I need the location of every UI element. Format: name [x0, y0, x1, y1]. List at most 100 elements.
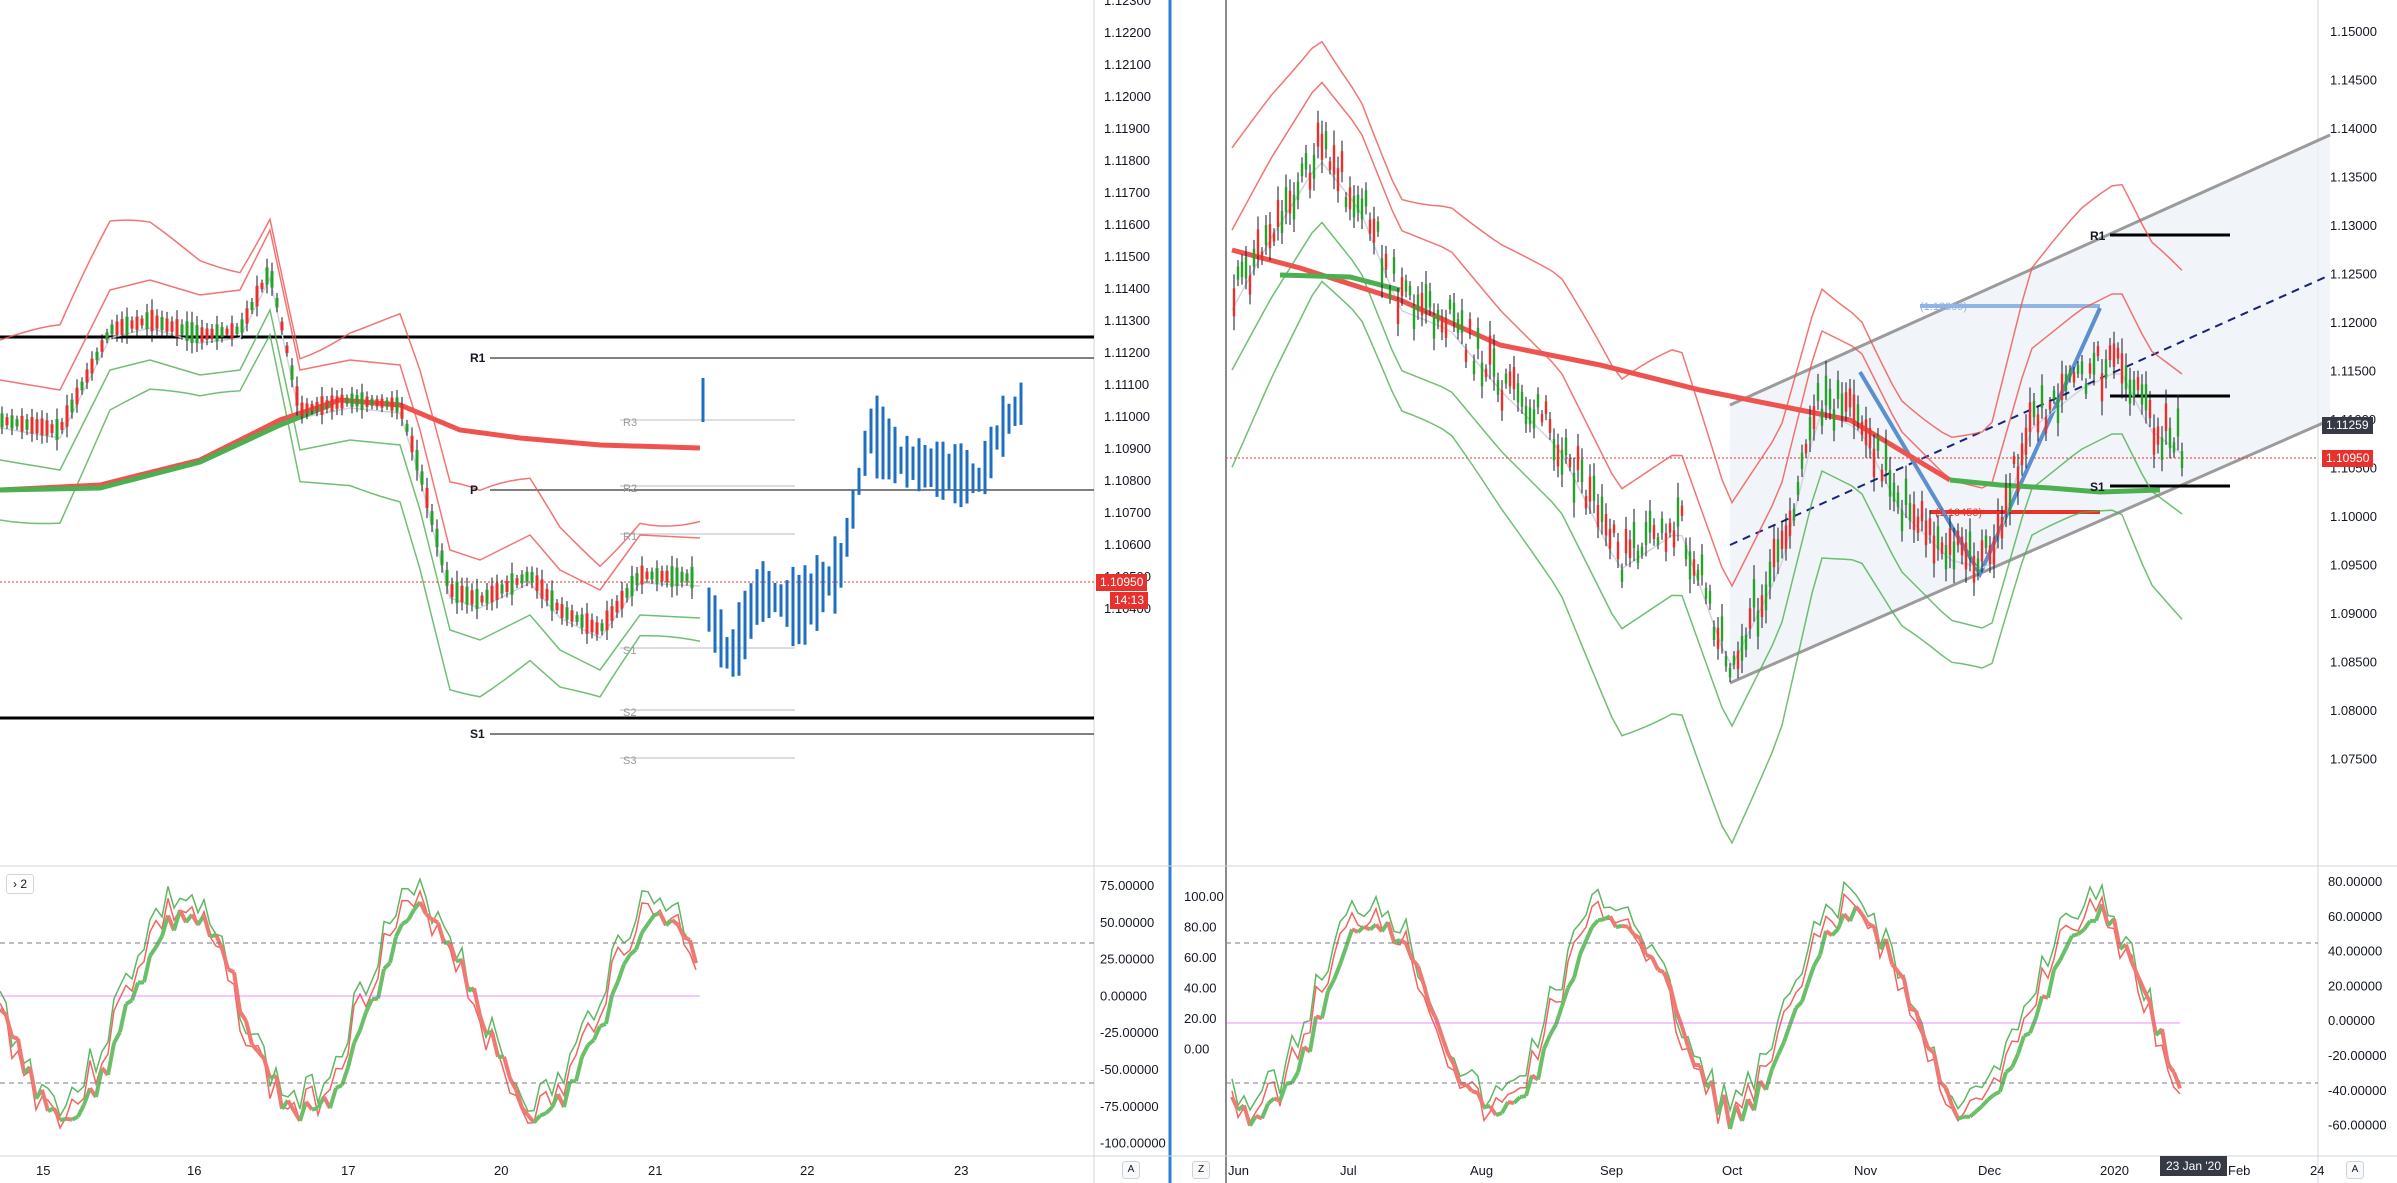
left-candle-body — [80, 381, 84, 391]
left-osc-signal — [154, 935, 164, 949]
right-date-tick: 2020 — [2100, 1163, 2129, 1178]
left-osc-signal — [640, 922, 650, 934]
left-osc-signal — [172, 909, 182, 932]
right-candle-body — [1816, 382, 1820, 401]
right-osc-signal — [2034, 995, 2044, 1019]
left-osc-signal — [214, 934, 224, 950]
right-candle-body — [1624, 528, 1628, 554]
right-upper-band-outer — [1231, 40, 2183, 505]
left-osc-signal — [592, 1025, 602, 1041]
right-osc-signal — [2010, 1053, 2020, 1069]
right-candle-body — [1784, 525, 1788, 549]
right-oscillator — [1230, 880, 2182, 1130]
left-candle-body — [470, 590, 474, 605]
left-osc-signal — [220, 947, 230, 970]
right-osc-signal — [1338, 946, 1348, 966]
right-candle-body — [1596, 505, 1600, 528]
right-osc-signal — [1812, 954, 1822, 967]
right-candle-body — [1668, 523, 1672, 533]
right-candle-body — [1908, 503, 1912, 521]
left-osc-signal — [653, 911, 661, 918]
right-ema-green-1 — [1279, 272, 1401, 293]
left-osc-tick: 75.00000 — [1100, 878, 1154, 893]
right-candle-body — [1836, 380, 1840, 400]
right-candle-body — [1332, 145, 1336, 175]
right-price-tick: 1.07500 — [2330, 752, 2377, 767]
right-candle-body — [1336, 168, 1340, 192]
right-osc-signal — [1632, 932, 1642, 941]
right-candle-body — [1648, 510, 1652, 533]
right-candle-body — [1920, 501, 1924, 522]
right-osc-signal — [1650, 956, 1660, 971]
right-candle-body — [1896, 492, 1900, 507]
right-osc-signal — [1278, 1083, 1288, 1102]
left-candle-body — [350, 393, 354, 407]
right-candle-body — [2064, 374, 2068, 392]
right-zoom-button[interactable]: Z — [1192, 1161, 1210, 1179]
right-osc-signal — [1476, 1092, 1486, 1108]
right-osc-signal — [1452, 1064, 1462, 1085]
right-candle-body — [1236, 266, 1240, 280]
left-date-tick: 16 — [187, 1163, 201, 1178]
right-osc-signal — [1860, 913, 1870, 925]
right-osc-signal — [1590, 919, 1600, 929]
left-s1-label: S1 — [470, 727, 485, 741]
right-candle-body — [1852, 394, 1856, 425]
left-osc-signal — [544, 1106, 554, 1115]
right-osc-signal — [2112, 918, 2122, 950]
right-candle-body — [1812, 406, 1816, 430]
left-price-tick: 1.10800 — [1104, 473, 1151, 488]
right-osc-signal — [1422, 984, 1432, 1008]
right-candle-body — [1732, 655, 1736, 665]
left-candle-body — [665, 570, 669, 582]
right-date-tick: 24 — [2310, 1163, 2324, 1178]
right-candle-body — [2092, 352, 2096, 375]
right-candle-body — [1364, 190, 1368, 207]
right-candle-body — [1496, 379, 1500, 395]
right-osc-signal — [1752, 1080, 1762, 1111]
grey-r2-label: R2 — [623, 483, 637, 495]
left-osc-signal — [202, 914, 212, 938]
left-candle-body — [250, 301, 254, 311]
right-candle-body — [1568, 458, 1572, 467]
right-osc-signal — [1488, 1105, 1498, 1117]
right-candle-body — [1532, 409, 1536, 429]
right-candle-body — [1280, 211, 1284, 234]
left-candle-body — [10, 415, 14, 429]
right-osc-signal — [1266, 1096, 1276, 1106]
right-candle-body — [1408, 285, 1412, 296]
right-candle-body — [1868, 428, 1872, 449]
left-osc-signal — [683, 935, 691, 942]
right-candle-body — [1264, 225, 1268, 245]
left-candle-body — [485, 589, 489, 604]
pattern-zigzag[interactable] — [1858, 307, 2102, 579]
left-candle-body — [310, 404, 314, 412]
right-osc-signal — [1356, 925, 1366, 934]
channel-top-line[interactable] — [1729, 133, 2331, 407]
left-auto-scale-button[interactable]: A — [1122, 1161, 1140, 1179]
right-candle-body — [1884, 443, 1888, 471]
left-candle-body — [600, 623, 604, 632]
right-osc-left-tick: 20.00 — [1184, 1011, 1217, 1026]
right-osc-signal — [2071, 932, 2079, 938]
right-osc-signal — [1968, 1109, 1978, 1119]
right-osc-signal — [1782, 1024, 1792, 1043]
left-candle-body — [455, 581, 459, 604]
left-candle-body — [575, 615, 579, 622]
right-candle-body — [1440, 316, 1444, 333]
pane-collapse-badge[interactable]: › 2 — [6, 874, 35, 894]
right-osc-signal — [2166, 1063, 2176, 1074]
left-osc-signal — [311, 1106, 319, 1112]
left-candle-body — [290, 365, 294, 380]
channel-bottom-line[interactable] — [1729, 418, 2331, 685]
right-osc-signal — [1368, 922, 1378, 932]
left-osc-signal — [118, 1003, 128, 1033]
right-candle-body — [1736, 650, 1740, 670]
right-candle-body — [1900, 510, 1904, 532]
left-osc-tick: 25.00000 — [1100, 952, 1154, 967]
right-auto-scale-button[interactable]: A — [2346, 1161, 2364, 1179]
right-candle-body — [1476, 327, 1480, 349]
right-osc-signal — [1416, 965, 1426, 986]
right-osc-signal — [1507, 1100, 1515, 1105]
